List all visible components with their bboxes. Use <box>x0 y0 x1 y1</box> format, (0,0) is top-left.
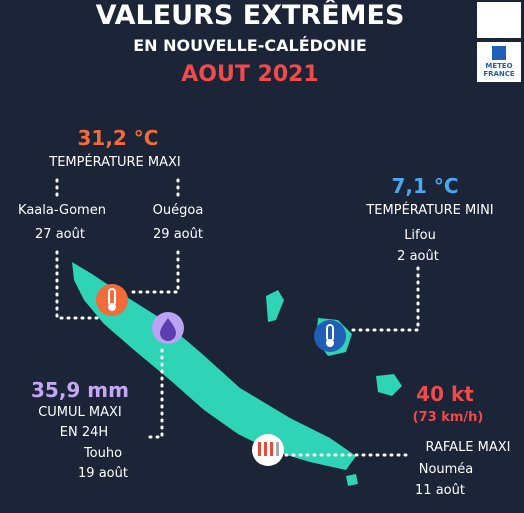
leader-line <box>148 346 164 439</box>
logo-text: METEO FRANCE <box>483 62 514 78</box>
logo-mark <box>492 46 506 60</box>
leader-line <box>348 266 420 332</box>
period: AOUT 2021 <box>181 62 319 87</box>
icon-tmin <box>314 320 346 352</box>
subtitle: EN NOUVELLE-CALÉDONIE <box>133 36 367 55</box>
wind-value: 40 kt <box>416 382 474 406</box>
rain-label: EN 24H <box>59 425 109 440</box>
logo-line: FRANCE <box>483 70 515 78</box>
tmin-value: 7,1 °C <box>391 174 459 198</box>
icon-rain <box>152 312 184 344</box>
place: Nouméa <box>418 462 474 477</box>
ile-des-pins <box>346 474 358 486</box>
tmax-label: TEMPÉRATURE MAXI <box>49 155 181 170</box>
leaders <box>55 178 420 457</box>
tmax-value: 31,2 °C <box>77 126 159 150</box>
wind-label: RAFALE MAXI <box>425 440 511 455</box>
title: VALEURS EXTRÊMES <box>95 0 405 31</box>
place: Touho <box>83 446 123 461</box>
place: Ouégoa <box>152 203 204 218</box>
leader-line <box>55 250 100 320</box>
ouvea <box>266 290 284 322</box>
date: 11 août <box>415 483 465 498</box>
date: 19 août <box>78 466 128 481</box>
icon-wind <box>252 434 284 466</box>
icon-tmax <box>96 284 128 316</box>
place: Lifou <box>404 228 436 243</box>
mare <box>376 374 402 396</box>
tmin-label: TEMPÉRATURE MINI <box>366 203 494 218</box>
logo-box <box>477 2 521 38</box>
rain-label: CUMUL MAXI <box>38 405 122 420</box>
wind-sub: (73 km/h) <box>412 410 484 425</box>
date: 29 août <box>153 227 203 242</box>
date: 2 août <box>397 249 439 264</box>
rain-value: 35,9 mm <box>31 378 129 402</box>
grande-terre <box>72 262 356 470</box>
logo-line: METEO <box>485 62 513 70</box>
date: 27 août <box>35 227 85 242</box>
place: Kaala-Gomen <box>18 203 106 218</box>
leader-line <box>128 250 180 294</box>
